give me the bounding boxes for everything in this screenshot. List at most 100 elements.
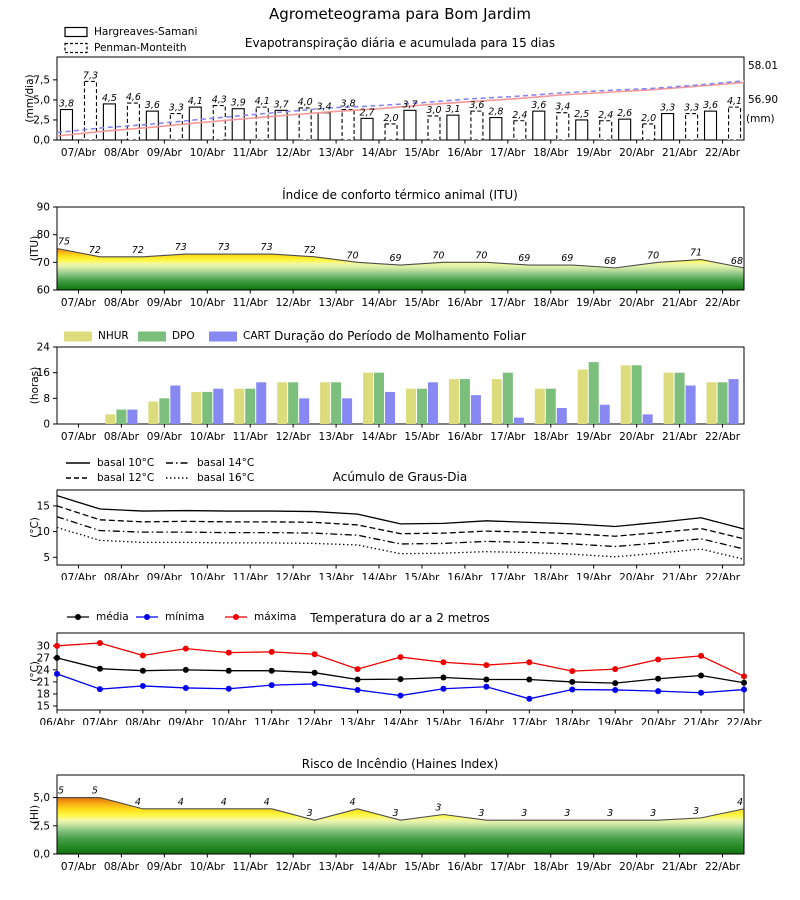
legend-label-minima: mínima: [165, 611, 205, 623]
haines-x-ticks: [77, 854, 724, 858]
svg-text:12/Abr: 12/Abr: [297, 717, 333, 725]
svg-text:07/Abr: 07/Abr: [61, 297, 97, 309]
itu-point-labels: 75 72 72 73 73 73 72 70 69 70 70 69 69 68 70 71 68: [58, 237, 743, 267]
svg-text:4,6: 4,6: [126, 92, 141, 103]
svg-text:10/Abr: 10/Abr: [190, 297, 226, 309]
molhamento-x-ticks: [77, 424, 724, 428]
svg-text:3,3: 3,3: [684, 103, 699, 114]
svg-text:12/Abr: 12/Abr: [276, 572, 312, 580]
svg-text:16/Abr: 16/Abr: [447, 297, 483, 309]
legend-label-nhur: NHUR: [98, 330, 129, 342]
svg-text:3,4: 3,4: [317, 102, 332, 113]
svg-text:22/Abr: 22/Abr: [726, 717, 762, 725]
svg-text:07/Abr: 07/Abr: [82, 717, 118, 725]
svg-text:68: 68: [604, 256, 616, 267]
bar-outline-swatch-icon: [64, 26, 88, 38]
svg-text:3: 3: [307, 808, 313, 819]
legend-item-basal-12: basal 12°C: [65, 472, 154, 484]
svg-text:20/Abr: 20/Abr: [619, 297, 655, 309]
svg-text:11/Abr: 11/Abr: [233, 147, 269, 159]
svg-text:07/Abr: 07/Abr: [61, 861, 97, 873]
legend-item-basal-14: basal 14°C: [165, 457, 254, 469]
svg-text:09/Abr: 09/Abr: [147, 147, 183, 159]
legend-item-media: média: [66, 611, 129, 623]
graus-dia-line: [56, 516, 745, 550]
evapotranspiration-chart: 0,0 2,5 5,0 7,5(mm/dia) 07/Abr 08/Abr 09/Abr 10…: [24, 56, 778, 159]
svg-text:2,8: 2,8: [488, 107, 503, 118]
legend-item-maxima: máxima: [224, 611, 296, 623]
svg-text:3,9: 3,9: [231, 98, 246, 109]
svg-text:7,5: 7,5: [33, 74, 50, 86]
svg-text:3,6: 3,6: [469, 100, 484, 111]
svg-text:22/Abr: 22/Abr: [705, 861, 741, 873]
svg-text:4,1: 4,1: [255, 96, 270, 107]
svg-text:14/Abr: 14/Abr: [383, 717, 419, 725]
svg-text:13/Abr: 13/Abr: [319, 297, 355, 309]
haines-x-labels: 07/Abr 08/Abr 09/Abr 10/Abr 11/Abr 12/Abr 13/A…: [61, 861, 741, 873]
legend-label-media: média: [96, 611, 129, 623]
svg-text:3: 3: [392, 808, 398, 819]
molhamento-bars-dpo: [116, 362, 728, 424]
svg-text:68: 68: [731, 256, 743, 267]
svg-text:4,1: 4,1: [727, 96, 742, 107]
molhamento-bars-nhur: [105, 365, 717, 424]
svg-text:72: 72: [132, 245, 144, 256]
svg-text:3,6: 3,6: [703, 100, 718, 111]
svg-text:75: 75: [58, 237, 70, 248]
legend-item-hargreaves-samani: Hargreaves-Samani: [64, 26, 197, 38]
graus-dia-chart: 5 10 15 (°C) 07/Abr 08/Abr 09/Abr 10/Abr 11/Abr 1…: [29, 489, 745, 580]
svg-text:58.01: 58.01: [748, 60, 778, 72]
svg-text:16/Abr: 16/Abr: [447, 147, 483, 159]
panel-title-graus-dia: Acúmulo de Graus-Dia: [332, 470, 468, 484]
legend-label-basal-12: basal 12°C: [97, 472, 155, 484]
svg-text:(HI): (HI): [29, 805, 41, 824]
svg-text:3,8: 3,8: [341, 99, 356, 110]
line-marker-swatch-icon: [67, 614, 89, 620]
svg-text:06/Abr: 06/Abr: [39, 717, 75, 725]
svg-text:18/Abr: 18/Abr: [533, 147, 569, 159]
svg-text:10/Abr: 10/Abr: [190, 861, 226, 873]
svg-text:80: 80: [37, 229, 50, 241]
itu-axes: 60 70 80 90 (ITU) 07/Abr 08/Abr 09/Abr 10/Abr 11/…: [29, 202, 745, 309]
svg-text:14/Abr: 14/Abr: [361, 861, 397, 873]
color-swatch-icon: [64, 331, 92, 341]
svg-text:70: 70: [347, 250, 359, 261]
panel-title-itu: Índice de conforto térmico animal (ITU): [282, 188, 518, 202]
svg-text:22/Abr: 22/Abr: [705, 431, 741, 440]
haines-index-chart: 0,0 2,5 5,0(HI) 07/Abr 08/Abr 09/Abr 10/Abr 11/…: [29, 774, 745, 873]
svg-text:17/Abr: 17/Abr: [490, 861, 526, 873]
svg-text:3,8: 3,8: [59, 99, 74, 110]
haines-line: [57, 797, 745, 821]
svg-text:11/Abr: 11/Abr: [233, 431, 269, 440]
svg-text:24: 24: [37, 664, 51, 676]
svg-text:10/Abr: 10/Abr: [190, 431, 226, 440]
svg-text:10/Abr: 10/Abr: [211, 717, 247, 725]
svg-text:(horas): (horas): [29, 367, 41, 405]
svg-text:3: 3: [435, 803, 441, 814]
svg-text:20/Abr: 20/Abr: [641, 717, 677, 725]
svg-text:(°C): (°C): [29, 517, 41, 538]
svg-text:10/Abr: 10/Abr: [190, 572, 226, 580]
svg-text:12/Abr: 12/Abr: [276, 147, 312, 159]
itu-x-ticks: [77, 290, 724, 294]
haines-area: [57, 797, 744, 854]
svg-text:56.90: 56.90: [748, 94, 778, 106]
svg-text:5,0: 5,0: [33, 94, 50, 106]
panel-title-evapotranspiration: Evapotranspiração diária e acumulada par…: [244, 36, 556, 50]
svg-text:0,0: 0,0: [33, 849, 50, 861]
svg-text:07/Abr: 07/Abr: [61, 431, 97, 440]
svg-text:07/Abr: 07/Abr: [61, 572, 97, 580]
svg-text:(°C): (°C): [29, 661, 41, 682]
svg-text:4: 4: [221, 797, 227, 808]
svg-text:69: 69: [389, 253, 401, 264]
svg-text:08/Abr: 08/Abr: [125, 717, 161, 725]
svg-text:22/Abr: 22/Abr: [705, 147, 741, 159]
temperatura-x-labels: 06/Abr 07/Abr 08/Abr 09/Abr 10/Abr 11/Abr 12/A…: [39, 717, 762, 725]
svg-text:3: 3: [650, 808, 656, 819]
svg-text:3,4: 3,4: [555, 102, 570, 113]
svg-text:19/Abr: 19/Abr: [576, 147, 612, 159]
svg-text:2,0: 2,0: [641, 113, 656, 124]
